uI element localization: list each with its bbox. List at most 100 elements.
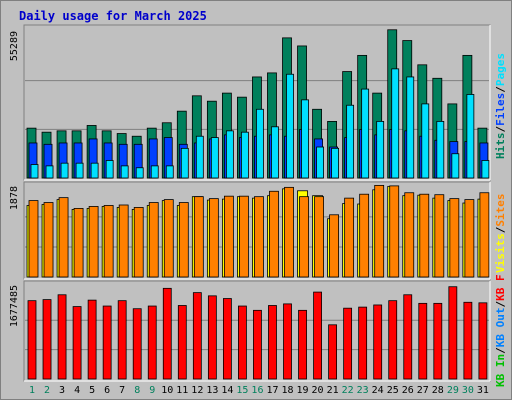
pages-bar: [241, 131, 249, 179]
pages-bar: [361, 88, 370, 179]
sites-bar: [434, 194, 445, 278]
sites-bar: [449, 198, 460, 278]
sites-bar: [73, 208, 84, 278]
sites-bar: [464, 199, 475, 278]
legend-kb: KB In/KB Out/KB F: [494, 274, 507, 387]
x-tick-label: 30: [462, 385, 474, 396]
x-tick-label: 22: [342, 385, 354, 396]
kb-f-bar: [343, 307, 353, 380]
pages-bar: [225, 130, 234, 179]
kb-f-bar: [313, 291, 322, 380]
x-tick-label: 21: [327, 385, 339, 396]
sites-bar: [269, 190, 279, 278]
x-tick-label: 9: [149, 385, 155, 396]
sites-bar: [133, 207, 144, 278]
pages-bar: [286, 73, 294, 179]
legend-visits-sites: Visits/Sites: [494, 194, 507, 274]
legend-visits-sites-part: Visits: [494, 233, 507, 273]
sites-bar: [178, 202, 189, 278]
pages-bar: [436, 121, 445, 179]
panel-3-y-max-label: 1677485: [9, 285, 20, 327]
pages-bar: [391, 68, 400, 179]
kb-f-bar: [27, 300, 37, 380]
sites-bar: [43, 202, 54, 278]
pages-bar: [346, 104, 355, 179]
kb-f-bar: [177, 305, 187, 380]
panel-2-y-max-label: 1878: [9, 186, 20, 210]
x-tick-label: 26: [402, 385, 414, 396]
sites-bar: [374, 184, 385, 278]
sites-bar: [208, 198, 219, 278]
kb-f-bar: [448, 286, 458, 380]
x-tick-label: 25: [387, 385, 399, 396]
chart-title: Daily usage for March 2025: [19, 9, 207, 23]
pages-bar: [45, 165, 54, 179]
kb-f-bar: [102, 305, 112, 380]
kb-f-bar: [388, 300, 398, 380]
x-tick-label: 2: [44, 385, 50, 396]
legend-hits-files-pages: Hits/Files/Pages: [494, 53, 507, 159]
sites-bar: [88, 206, 99, 278]
x-tick-label: 15: [236, 385, 248, 396]
x-tick-label: 12: [191, 385, 203, 396]
kb-f-bar: [222, 298, 232, 380]
x-tick-label: 7: [119, 385, 125, 396]
panel-1-y-max-label: 55289: [9, 31, 20, 61]
legend-kb-part: KB Out: [494, 308, 507, 348]
sites-bar: [479, 192, 490, 278]
x-tick-label: 28: [432, 385, 444, 396]
kb-f-bar: [298, 309, 307, 380]
pages-bar: [30, 164, 39, 179]
legend-hits-files-pages-part: Pages: [494, 53, 507, 86]
sites-bar: [314, 196, 324, 278]
pages-bar: [135, 167, 144, 179]
x-tick-label: 13: [206, 385, 218, 396]
kb-f-bar: [42, 299, 52, 380]
sites-bar: [193, 196, 204, 278]
kb-f-bar: [268, 305, 277, 380]
x-tick-label: 24: [372, 385, 384, 396]
sites-bar: [58, 197, 69, 278]
kb-f-bar: [72, 306, 82, 380]
sites-bar: [404, 192, 415, 278]
sites-bar: [419, 193, 430, 278]
kb-f-bar: [253, 309, 262, 380]
kb-f-bar: [478, 302, 488, 380]
sites-bar: [239, 195, 249, 278]
pages-bar: [466, 94, 475, 179]
kb-f-bar: [162, 287, 172, 380]
x-tick-label: 16: [251, 385, 263, 396]
sites-bar: [28, 200, 39, 278]
x-tick-label: 31: [477, 385, 489, 396]
pages-bar: [60, 162, 69, 179]
kb-f-bar: [192, 292, 202, 380]
legend-visits-sites-part: Sites: [494, 194, 507, 227]
pages-bar: [376, 121, 385, 179]
sites-bar: [118, 204, 129, 278]
pages-bar: [451, 153, 460, 179]
pages-bar: [331, 147, 340, 179]
x-tick-label: 10: [161, 385, 173, 396]
pages-bar: [75, 162, 84, 179]
x-tick-label: 1: [29, 385, 35, 396]
sites-bar: [103, 205, 114, 278]
legend-kb-part: KB F: [494, 274, 507, 301]
kb-f-bar: [147, 305, 157, 380]
kb-f-bar: [117, 300, 127, 380]
x-tick-label: 23: [357, 385, 369, 396]
pages-bar: [105, 160, 114, 179]
x-tick-label: 6: [104, 385, 110, 396]
x-tick-label: 8: [134, 385, 140, 396]
x-tick-label: 29: [447, 385, 459, 396]
x-tick-label: 20: [312, 385, 324, 396]
x-tick-label: 18: [281, 385, 293, 396]
sites-bar: [163, 199, 174, 278]
sites-bar: [344, 197, 355, 278]
legend-hits-files-pages-part: /: [494, 86, 507, 93]
sites-bar: [223, 195, 234, 278]
pages-bar: [406, 76, 415, 179]
x-tick-label: 5: [89, 385, 95, 396]
kb-f-bar: [207, 295, 217, 380]
